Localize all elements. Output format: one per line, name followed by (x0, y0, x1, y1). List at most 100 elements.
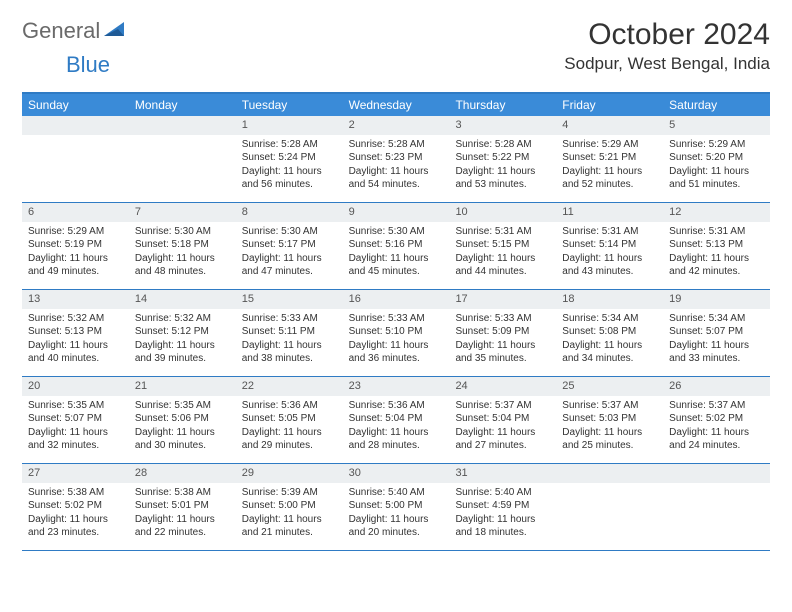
weekday-header: Sunday (22, 94, 129, 116)
sunrise-line: Sunrise: 5:28 AM (349, 138, 444, 152)
day-number: 17 (449, 290, 556, 309)
daylight-line: Daylight: 11 hours and 53 minutes. (455, 165, 550, 192)
day-number: 12 (663, 203, 770, 222)
sunrise-line: Sunrise: 5:37 AM (455, 399, 550, 413)
day-content: Sunrise: 5:34 AMSunset: 5:08 PMDaylight:… (556, 309, 663, 372)
day-content: Sunrise: 5:28 AMSunset: 5:24 PMDaylight:… (236, 135, 343, 198)
calendar-week: 1Sunrise: 5:28 AMSunset: 5:24 PMDaylight… (22, 116, 770, 203)
calendar-day: 2 Sunrise: 5:28 AMSunset: 5:23 PMDaylight… (343, 116, 450, 202)
calendar-week: 20Sunrise: 5:35 AMSunset: 5:07 PMDayligh… (22, 377, 770, 464)
day-content: Sunrise: 5:38 AMSunset: 5:02 PMDaylight:… (22, 483, 129, 546)
calendar-day: 6Sunrise: 5:29 AMSunset: 5:19 PMDaylight… (22, 203, 129, 289)
calendar-week: 6Sunrise: 5:29 AMSunset: 5:19 PMDaylight… (22, 203, 770, 290)
calendar-day: 10Sunrise: 5:31 AMSunset: 5:15 PMDayligh… (449, 203, 556, 289)
calendar-day: 12Sunrise: 5:31 AMSunset: 5:13 PMDayligh… (663, 203, 770, 289)
day-number: 16 (343, 290, 450, 309)
sunset-line: Sunset: 5:23 PM (349, 151, 444, 165)
sunset-line: Sunset: 5:19 PM (28, 238, 123, 252)
day-number: 6 (22, 203, 129, 222)
sunset-line: Sunset: 5:00 PM (242, 499, 337, 513)
sunrise-line: Sunrise: 5:38 AM (135, 486, 230, 500)
sunrise-line: Sunrise: 5:29 AM (562, 138, 657, 152)
day-number (129, 116, 236, 135)
daylight-line: Daylight: 11 hours and 18 minutes. (455, 513, 550, 540)
weekday-header: Saturday (663, 94, 770, 116)
day-number: 21 (129, 377, 236, 396)
calendar-day (22, 116, 129, 202)
daylight-line: Daylight: 11 hours and 54 minutes. (349, 165, 444, 192)
day-number: 23 (343, 377, 450, 396)
daylight-line: Daylight: 11 hours and 27 minutes. (455, 426, 550, 453)
day-number: 1 (236, 116, 343, 135)
daylight-line: Daylight: 11 hours and 48 minutes. (135, 252, 230, 279)
calendar-day: 26Sunrise: 5:37 AMSunset: 5:02 PMDayligh… (663, 377, 770, 463)
sunrise-line: Sunrise: 5:40 AM (349, 486, 444, 500)
sunset-line: Sunset: 5:18 PM (135, 238, 230, 252)
day-number: 2 (343, 116, 450, 135)
sunrise-line: Sunrise: 5:35 AM (28, 399, 123, 413)
sunset-line: Sunset: 5:08 PM (562, 325, 657, 339)
day-number: 19 (663, 290, 770, 309)
calendar-day: 25Sunrise: 5:37 AMSunset: 5:03 PMDayligh… (556, 377, 663, 463)
calendar-day: 14Sunrise: 5:32 AMSunset: 5:12 PMDayligh… (129, 290, 236, 376)
day-number: 14 (129, 290, 236, 309)
daylight-line: Daylight: 11 hours and 52 minutes. (562, 165, 657, 192)
daylight-line: Daylight: 11 hours and 33 minutes. (669, 339, 764, 366)
sunset-line: Sunset: 5:16 PM (349, 238, 444, 252)
calendar-day: 27Sunrise: 5:38 AMSunset: 5:02 PMDayligh… (22, 464, 129, 550)
calendar: SundayMondayTuesdayWednesdayThursdayFrid… (22, 92, 770, 551)
sunrise-line: Sunrise: 5:37 AM (669, 399, 764, 413)
day-number: 20 (22, 377, 129, 396)
calendar-day: 23Sunrise: 5:36 AMSunset: 5:04 PMDayligh… (343, 377, 450, 463)
day-number: 28 (129, 464, 236, 483)
day-number: 8 (236, 203, 343, 222)
sunset-line: Sunset: 5:07 PM (28, 412, 123, 426)
day-number: 18 (556, 290, 663, 309)
sunset-line: Sunset: 5:24 PM (242, 151, 337, 165)
day-number: 11 (556, 203, 663, 222)
sunrise-line: Sunrise: 5:35 AM (135, 399, 230, 413)
logo-text-blue: Blue (66, 52, 110, 77)
sunset-line: Sunset: 5:07 PM (669, 325, 764, 339)
sunset-line: Sunset: 5:12 PM (135, 325, 230, 339)
sunrise-line: Sunrise: 5:33 AM (242, 312, 337, 326)
day-number (556, 464, 663, 483)
sunrise-line: Sunrise: 5:29 AM (669, 138, 764, 152)
calendar-day: 29Sunrise: 5:39 AMSunset: 5:00 PMDayligh… (236, 464, 343, 550)
sunset-line: Sunset: 5:22 PM (455, 151, 550, 165)
daylight-line: Daylight: 11 hours and 21 minutes. (242, 513, 337, 540)
day-content: Sunrise: 5:37 AMSunset: 5:04 PMDaylight:… (449, 396, 556, 459)
calendar-day: 13Sunrise: 5:32 AMSunset: 5:13 PMDayligh… (22, 290, 129, 376)
sunset-line: Sunset: 5:05 PM (242, 412, 337, 426)
calendar-day: 3Sunrise: 5:28 AMSunset: 5:22 PMDaylight… (449, 116, 556, 202)
sunset-line: Sunset: 4:59 PM (455, 499, 550, 513)
day-content: Sunrise: 5:35 AMSunset: 5:06 PMDaylight:… (129, 396, 236, 459)
sunrise-line: Sunrise: 5:38 AM (28, 486, 123, 500)
calendar-day: 4Sunrise: 5:29 AMSunset: 5:21 PMDaylight… (556, 116, 663, 202)
day-content: Sunrise: 5:32 AMSunset: 5:12 PMDaylight:… (129, 309, 236, 372)
day-content: Sunrise: 5:40 AMSunset: 4:59 PMDaylight:… (449, 483, 556, 546)
sunset-line: Sunset: 5:02 PM (28, 499, 123, 513)
sunrise-line: Sunrise: 5:32 AM (135, 312, 230, 326)
sunrise-line: Sunrise: 5:31 AM (455, 225, 550, 239)
daylight-line: Daylight: 11 hours and 36 minutes. (349, 339, 444, 366)
title-block: October 2024 Sodpur, West Bengal, India (564, 18, 770, 74)
calendar-day: 5Sunrise: 5:29 AMSunset: 5:20 PMDaylight… (663, 116, 770, 202)
daylight-line: Daylight: 11 hours and 25 minutes. (562, 426, 657, 453)
sunset-line: Sunset: 5:10 PM (349, 325, 444, 339)
sunrise-line: Sunrise: 5:31 AM (562, 225, 657, 239)
day-number: 22 (236, 377, 343, 396)
logo-triangle-icon (104, 20, 126, 43)
daylight-line: Daylight: 11 hours and 51 minutes. (669, 165, 764, 192)
sunrise-line: Sunrise: 5:39 AM (242, 486, 337, 500)
day-content: Sunrise: 5:40 AMSunset: 5:00 PMDaylight:… (343, 483, 450, 546)
month-title: October 2024 (564, 18, 770, 52)
daylight-line: Daylight: 11 hours and 34 minutes. (562, 339, 657, 366)
sunset-line: Sunset: 5:13 PM (669, 238, 764, 252)
day-number: 30 (343, 464, 450, 483)
day-number: 24 (449, 377, 556, 396)
calendar-day (663, 464, 770, 550)
day-number: 10 (449, 203, 556, 222)
sunrise-line: Sunrise: 5:36 AM (242, 399, 337, 413)
day-number: 9 (343, 203, 450, 222)
